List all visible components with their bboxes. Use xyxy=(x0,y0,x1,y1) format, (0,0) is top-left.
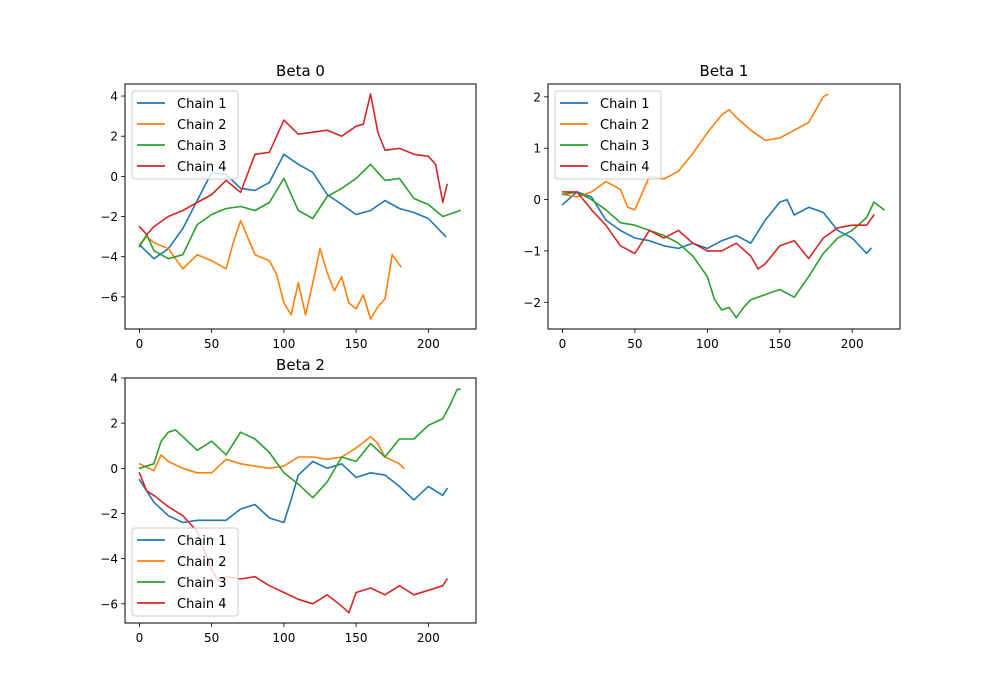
x-tick-label: 150 xyxy=(768,337,791,351)
series-line-chain-1 xyxy=(561,191,872,255)
subplot-title: Beta 2 xyxy=(276,356,325,374)
series-group xyxy=(138,388,461,614)
legend-label: Chain 1 xyxy=(600,97,650,112)
y-tick-label: −6 xyxy=(100,290,118,304)
legend-label: Chain 4 xyxy=(177,597,227,612)
series-line-chain-2 xyxy=(138,435,405,474)
x-tick-label: 100 xyxy=(272,337,295,351)
legend-label: Chain 2 xyxy=(177,118,227,133)
x-tick-label: 200 xyxy=(841,337,864,351)
series-line-chain-2 xyxy=(138,219,402,320)
legend-label: Chain 2 xyxy=(600,118,650,133)
y-tick-label: 2 xyxy=(533,90,541,104)
axes-frame xyxy=(124,83,477,330)
y-tick-label: 4 xyxy=(110,90,118,104)
x-tick-label: 100 xyxy=(272,631,295,645)
x-tick-label: 150 xyxy=(345,337,368,351)
series-line-chain-4 xyxy=(138,472,448,614)
x-tick-label: 50 xyxy=(204,631,219,645)
y-tick-label: 0 xyxy=(110,462,118,476)
y-tick-label: 0 xyxy=(110,170,118,184)
y-tick-label: −2 xyxy=(100,210,118,224)
series-line-chain-4 xyxy=(138,93,448,236)
series-group xyxy=(561,93,885,319)
x-tick-label: 200 xyxy=(417,631,440,645)
x-tick-label: 0 xyxy=(136,337,144,351)
y-tick-label: −2 xyxy=(523,296,541,310)
legend: Chain 1 Chain 2 Chain 3 Chain 4 xyxy=(131,90,239,180)
y-tick-label: 0 xyxy=(533,193,541,207)
legend-label: Chain 4 xyxy=(600,160,650,175)
series-line-chain-3 xyxy=(138,388,461,499)
legend-label: Chain 2 xyxy=(177,555,227,570)
legend-frame xyxy=(554,90,662,180)
legend-label: Chain 3 xyxy=(600,139,650,154)
axes-frame xyxy=(124,377,477,624)
series-group xyxy=(138,93,461,320)
series-line-chain-2 xyxy=(561,93,829,211)
y-tick-label: −4 xyxy=(100,552,118,566)
legend: Chain 1 Chain 2 Chain 3 Chain 4 xyxy=(554,90,662,180)
subplot-title: Beta 1 xyxy=(700,62,749,80)
x-tick-label: 50 xyxy=(627,337,642,351)
legend-label: Chain 1 xyxy=(177,97,227,112)
y-tick-label: −2 xyxy=(100,507,118,521)
y-tick-label: 4 xyxy=(110,372,118,386)
x-tick-label: 50 xyxy=(204,337,219,351)
series-line-chain-3 xyxy=(138,163,461,260)
y-tick-label: 1 xyxy=(533,142,541,156)
y-tick-label: 2 xyxy=(110,130,118,144)
series-line-chain-4 xyxy=(561,191,875,270)
x-tick-label: 100 xyxy=(696,337,719,351)
y-tick-label: −1 xyxy=(523,244,541,258)
y-tick-label: 2 xyxy=(110,417,118,431)
x-tick-label: 0 xyxy=(559,337,567,351)
legend-frame xyxy=(131,90,239,180)
series-line-chain-3 xyxy=(561,191,885,319)
legend-label: Chain 3 xyxy=(177,576,227,591)
axes-frame xyxy=(547,83,901,330)
legend-label: Chain 4 xyxy=(177,160,227,175)
x-tick-label: 150 xyxy=(345,631,368,645)
x-tick-label: 0 xyxy=(136,631,144,645)
series-line-chain-1 xyxy=(138,153,447,260)
x-tick-label: 200 xyxy=(417,337,440,351)
legend-label: Chain 1 xyxy=(177,534,227,549)
y-tick-label: −6 xyxy=(100,597,118,611)
legend: Chain 1 Chain 2 Chain 3 Chain 4 xyxy=(131,527,239,617)
subplot-title: Beta 0 xyxy=(276,62,325,80)
series-line-chain-1 xyxy=(138,460,448,524)
legend-label: Chain 3 xyxy=(177,139,227,154)
legend-frame xyxy=(131,527,239,617)
y-tick-label: −4 xyxy=(100,250,118,264)
